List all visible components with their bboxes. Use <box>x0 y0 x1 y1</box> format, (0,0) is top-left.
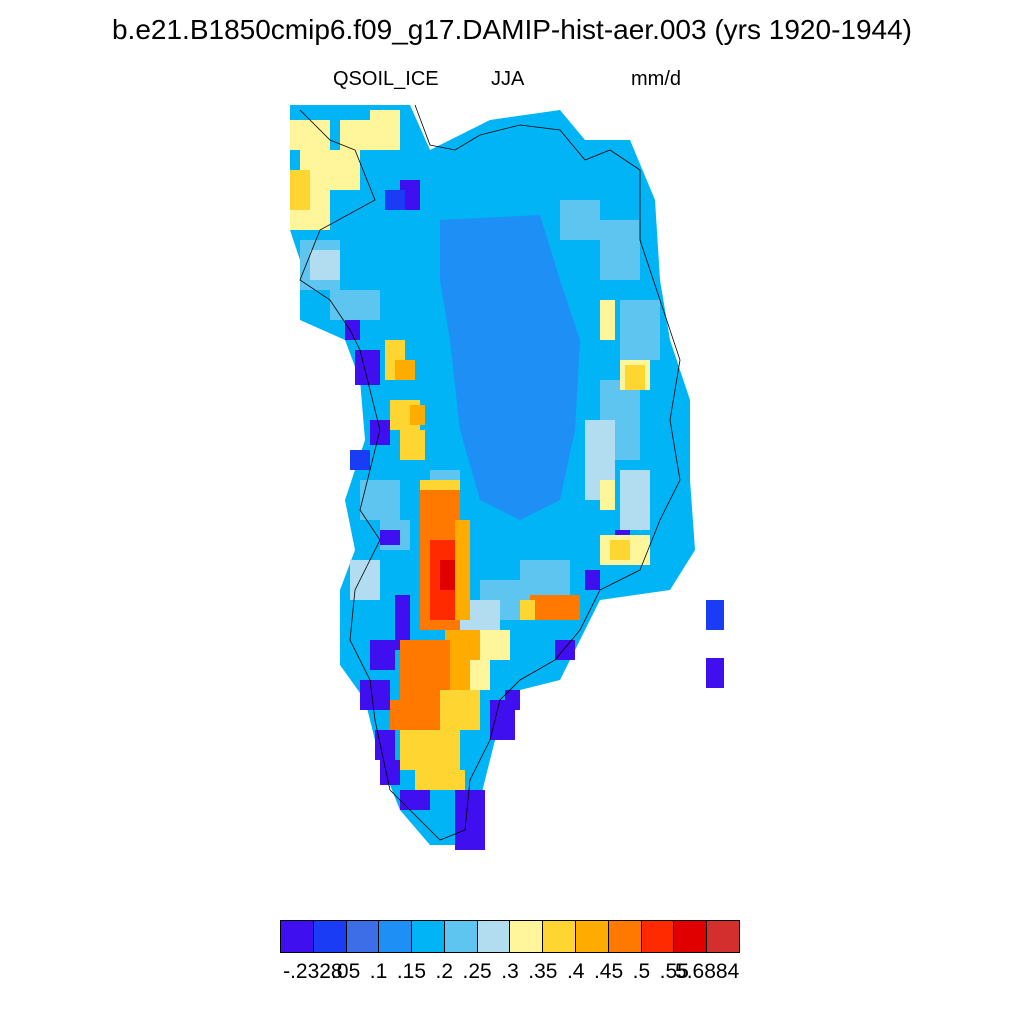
colorbar-cell <box>412 921 445 952</box>
coastline <box>299 104 681 841</box>
map-cell <box>395 360 415 380</box>
map-cell <box>290 120 330 150</box>
map-cell <box>440 690 480 730</box>
colorbar-tick-label: .3 <box>501 960 519 983</box>
colorbar-tick-label: 5.6884 <box>675 960 740 983</box>
colorbar-tick-label: .4 <box>566 960 585 983</box>
map-cell <box>370 640 395 670</box>
map-cell <box>415 770 465 790</box>
colorbar-cell <box>477 921 511 952</box>
map-cell <box>400 430 425 460</box>
map-cell <box>385 190 405 210</box>
colorbar-cell <box>313 921 347 952</box>
map-cell <box>330 290 380 320</box>
colorbar-cell <box>543 921 577 952</box>
colorbar-cell <box>281 921 314 952</box>
map-cell <box>370 110 400 150</box>
colorbar-cell <box>510 921 544 952</box>
colorbar-tick-label: .05 <box>331 960 361 983</box>
map-cell <box>530 595 580 620</box>
colorbar-tick-label: .25 <box>462 960 492 983</box>
map-cell <box>360 680 390 710</box>
map-cell <box>620 300 660 360</box>
map-cell <box>390 700 440 730</box>
colorbar-cell <box>707 921 739 952</box>
colorbar-tick-label: .2 <box>435 960 454 983</box>
colorbar-labels: -.2328.05 .1 .15 .2 .25 .3 .35 .4 .45 .5 .55 5.6884 <box>0 960 1024 990</box>
map-cell <box>610 540 630 560</box>
map-cell <box>620 470 650 530</box>
season-label: JJA <box>491 68 525 90</box>
colorbar-tick-label: .45 <box>593 960 624 983</box>
map-cell <box>520 600 535 620</box>
map-cell <box>350 450 370 470</box>
map-cell <box>600 480 615 510</box>
colorbar-cell <box>576 921 609 952</box>
colorbar-tick-label: .5 <box>632 960 651 983</box>
map-cell <box>455 790 485 850</box>
map-cell <box>505 690 520 710</box>
map-cell <box>380 760 400 785</box>
map-cell <box>455 520 470 620</box>
map-cell <box>560 200 600 240</box>
map-cell <box>706 658 724 688</box>
map-cell <box>395 595 410 650</box>
colorbar-cell <box>444 921 478 952</box>
map-cell <box>625 365 645 390</box>
map-cell <box>375 730 395 760</box>
map-cell <box>480 630 510 660</box>
map-cell <box>555 640 575 660</box>
map-cell <box>470 660 490 690</box>
colorbar-tick-label: .35 <box>528 960 558 983</box>
map-cell <box>600 220 640 280</box>
map-cell <box>310 250 340 280</box>
map-cell <box>370 420 390 445</box>
colorbar-cell <box>608 921 642 952</box>
map-cell <box>400 790 430 810</box>
map-cell <box>600 300 615 340</box>
map-cell <box>706 600 724 630</box>
map-cell <box>360 480 400 520</box>
colorbar-cell <box>641 921 675 952</box>
interior-region <box>440 215 580 520</box>
colorbar-tick-label: .15 <box>396 960 427 983</box>
colorbar-cell <box>346 921 380 952</box>
colorbar-cell <box>674 921 708 952</box>
colorbar-cell <box>379 921 413 952</box>
units-label: mm/d <box>631 68 681 90</box>
map-cell <box>585 570 600 590</box>
map-cell <box>520 560 570 600</box>
map-cell <box>410 405 425 425</box>
map-cell <box>380 530 400 545</box>
colorbar-tick-label: -.2328 <box>283 960 343 983</box>
map-cell <box>290 170 310 210</box>
map-cell <box>400 730 460 770</box>
chart-title: b.e21.B1850cmip6.f09_g17.DAMIP-hist-aer.… <box>111 14 913 45</box>
colorbar-tick-label: .55 <box>659 960 689 983</box>
map-cell <box>440 560 455 590</box>
colorbar <box>280 920 740 953</box>
variable-label: QSOIL_ICE <box>333 68 439 90</box>
colorbar-tick-label: .1 <box>369 960 388 983</box>
map-cell <box>345 320 360 340</box>
